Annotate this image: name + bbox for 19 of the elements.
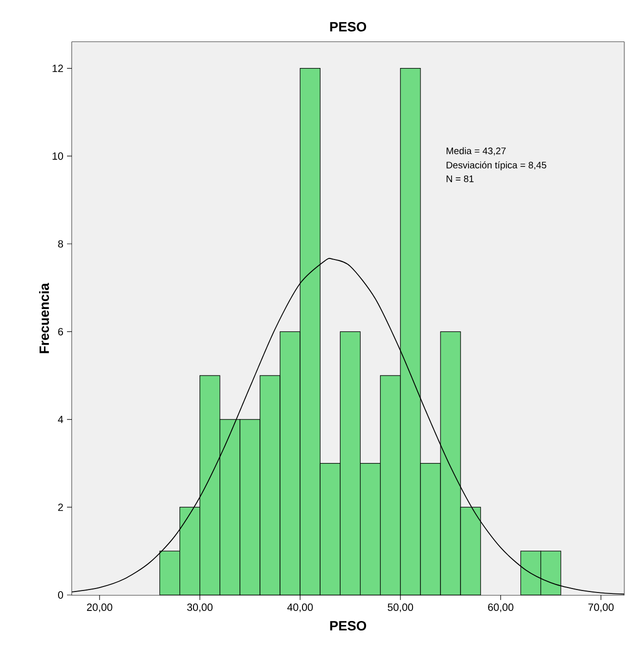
annotation: N = 81 bbox=[446, 175, 474, 182]
chart-title: PESO bbox=[330, 22, 366, 32]
x-tick-label: 20,00 bbox=[87, 604, 112, 612]
y-tick-label: 6 bbox=[58, 328, 64, 336]
x-tick-label: 30,00 bbox=[187, 604, 213, 612]
annotation: Desviación típica = 8,45 bbox=[446, 161, 546, 170]
x-axis-title: PESO bbox=[330, 621, 366, 631]
x-tick-label: 60,00 bbox=[488, 604, 514, 612]
y-tick-label: 2 bbox=[58, 504, 63, 511]
y-tick-label: 0 bbox=[58, 591, 64, 599]
y-tick-label: 12 bbox=[52, 64, 63, 72]
annotation: Media = 43,27 bbox=[446, 147, 506, 156]
x-tick-label: 50,00 bbox=[388, 604, 414, 612]
x-tick-label: 70,00 bbox=[588, 604, 614, 612]
x-tick-label: 40,00 bbox=[287, 604, 313, 612]
y-tick-label: 10 bbox=[52, 152, 64, 160]
y-tick-label: 4 bbox=[58, 416, 64, 424]
y-axis-title: Frecuencia bbox=[39, 282, 49, 354]
y-tick-label: 8 bbox=[58, 240, 64, 248]
